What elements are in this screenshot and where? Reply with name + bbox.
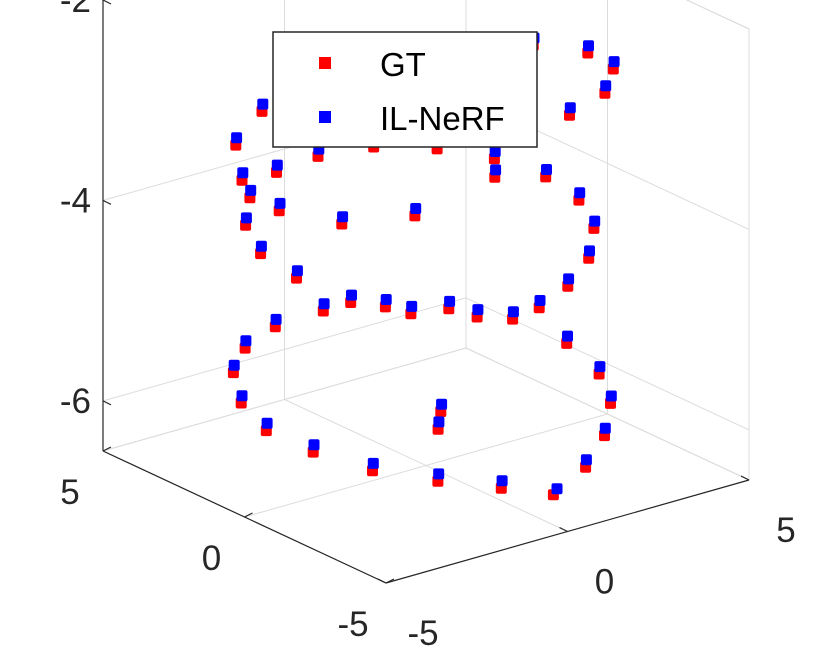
point-il-nerf <box>231 132 243 144</box>
legend-label-gt: GT <box>380 46 426 83</box>
legend-box <box>272 31 538 148</box>
point-il-nerf <box>489 146 501 157</box>
legend-marker-gt <box>319 57 331 69</box>
point-il-nerf <box>346 289 357 301</box>
point-il-nerf <box>574 187 586 199</box>
point-il-nerf <box>600 80 612 92</box>
point-il-nerf <box>589 215 601 227</box>
z-tick-mark <box>102 0 112 5</box>
point-il-nerf <box>580 454 592 466</box>
point-il-nerf <box>599 422 611 434</box>
point-il-nerf <box>433 468 445 480</box>
point-il-nerf <box>308 439 320 451</box>
y-tick-mark <box>244 512 253 518</box>
x-tick-label: 5 <box>776 511 795 550</box>
point-il-nerf <box>444 295 456 307</box>
point-il-nerf <box>291 265 303 277</box>
point-il-nerf <box>541 164 552 175</box>
point-il-nerf <box>490 164 502 176</box>
point-il-nerf <box>605 390 617 402</box>
y-tick-mark <box>385 578 395 584</box>
z-tick-label: -2 <box>60 0 91 20</box>
y-tick-label: 0 <box>202 539 221 578</box>
point-il-nerf <box>274 197 286 209</box>
z-tick-label: -4 <box>60 181 91 220</box>
point-il-nerf <box>406 300 418 312</box>
x-tick-label: 0 <box>595 563 614 602</box>
point-il-nerf <box>551 483 563 495</box>
grid-line-y-floor <box>244 413 608 518</box>
point-il-nerf <box>261 417 273 429</box>
z-tick-label: -6 <box>60 382 91 421</box>
point-il-nerf <box>270 313 282 325</box>
z-tick-mark <box>102 199 112 205</box>
legend-label-il-nerf: IL-NeRF <box>380 100 505 137</box>
point-il-nerf <box>245 184 257 196</box>
point-il-nerf <box>236 390 248 402</box>
point-il-nerf <box>584 245 595 257</box>
point-il-nerf <box>337 211 349 223</box>
y-tick-label: -5 <box>337 605 368 644</box>
point-il-nerf <box>496 475 508 487</box>
point-il-nerf <box>583 40 594 52</box>
point-il-nerf <box>367 457 379 469</box>
point-il-nerf <box>271 159 283 171</box>
point-il-nerf <box>564 102 576 114</box>
point-il-nerf <box>433 416 445 428</box>
point-il-nerf <box>410 203 422 214</box>
point-il-nerf <box>507 306 519 318</box>
y-tick-mark <box>102 446 112 452</box>
point-il-nerf <box>228 359 240 371</box>
y-tick-label: 5 <box>60 473 79 512</box>
point-il-nerf <box>562 330 573 342</box>
point-il-nerf <box>563 273 575 285</box>
point-il-nerf <box>240 335 252 347</box>
point-il-nerf <box>472 304 484 316</box>
axes-layer <box>102 0 750 584</box>
point-il-nerf <box>237 167 249 179</box>
x-tick-mark <box>559 526 568 533</box>
point-il-nerf <box>436 398 448 410</box>
x-tick-label: -5 <box>407 614 438 653</box>
tick-labels: -5 0 5 -5 0 5 -2 -4 -6 <box>60 0 796 653</box>
point-il-nerf <box>608 56 620 68</box>
x-tick-mark <box>377 578 387 584</box>
grid-line-z-right <box>685 0 750 30</box>
point-il-nerf <box>257 98 269 110</box>
legend-marker-il-nerf <box>319 111 331 123</box>
point-il-nerf <box>255 240 267 252</box>
z-tick-mark <box>102 400 112 406</box>
x-tick-mark <box>740 475 750 481</box>
legend: GT IL-NeRF <box>272 31 538 148</box>
point-il-nerf <box>318 298 330 310</box>
point-il-nerf <box>594 361 606 373</box>
grid-line-y-floor <box>102 347 467 452</box>
point-il-nerf <box>380 294 392 305</box>
point-il-nerf <box>240 212 252 224</box>
point-il-nerf <box>534 295 546 306</box>
